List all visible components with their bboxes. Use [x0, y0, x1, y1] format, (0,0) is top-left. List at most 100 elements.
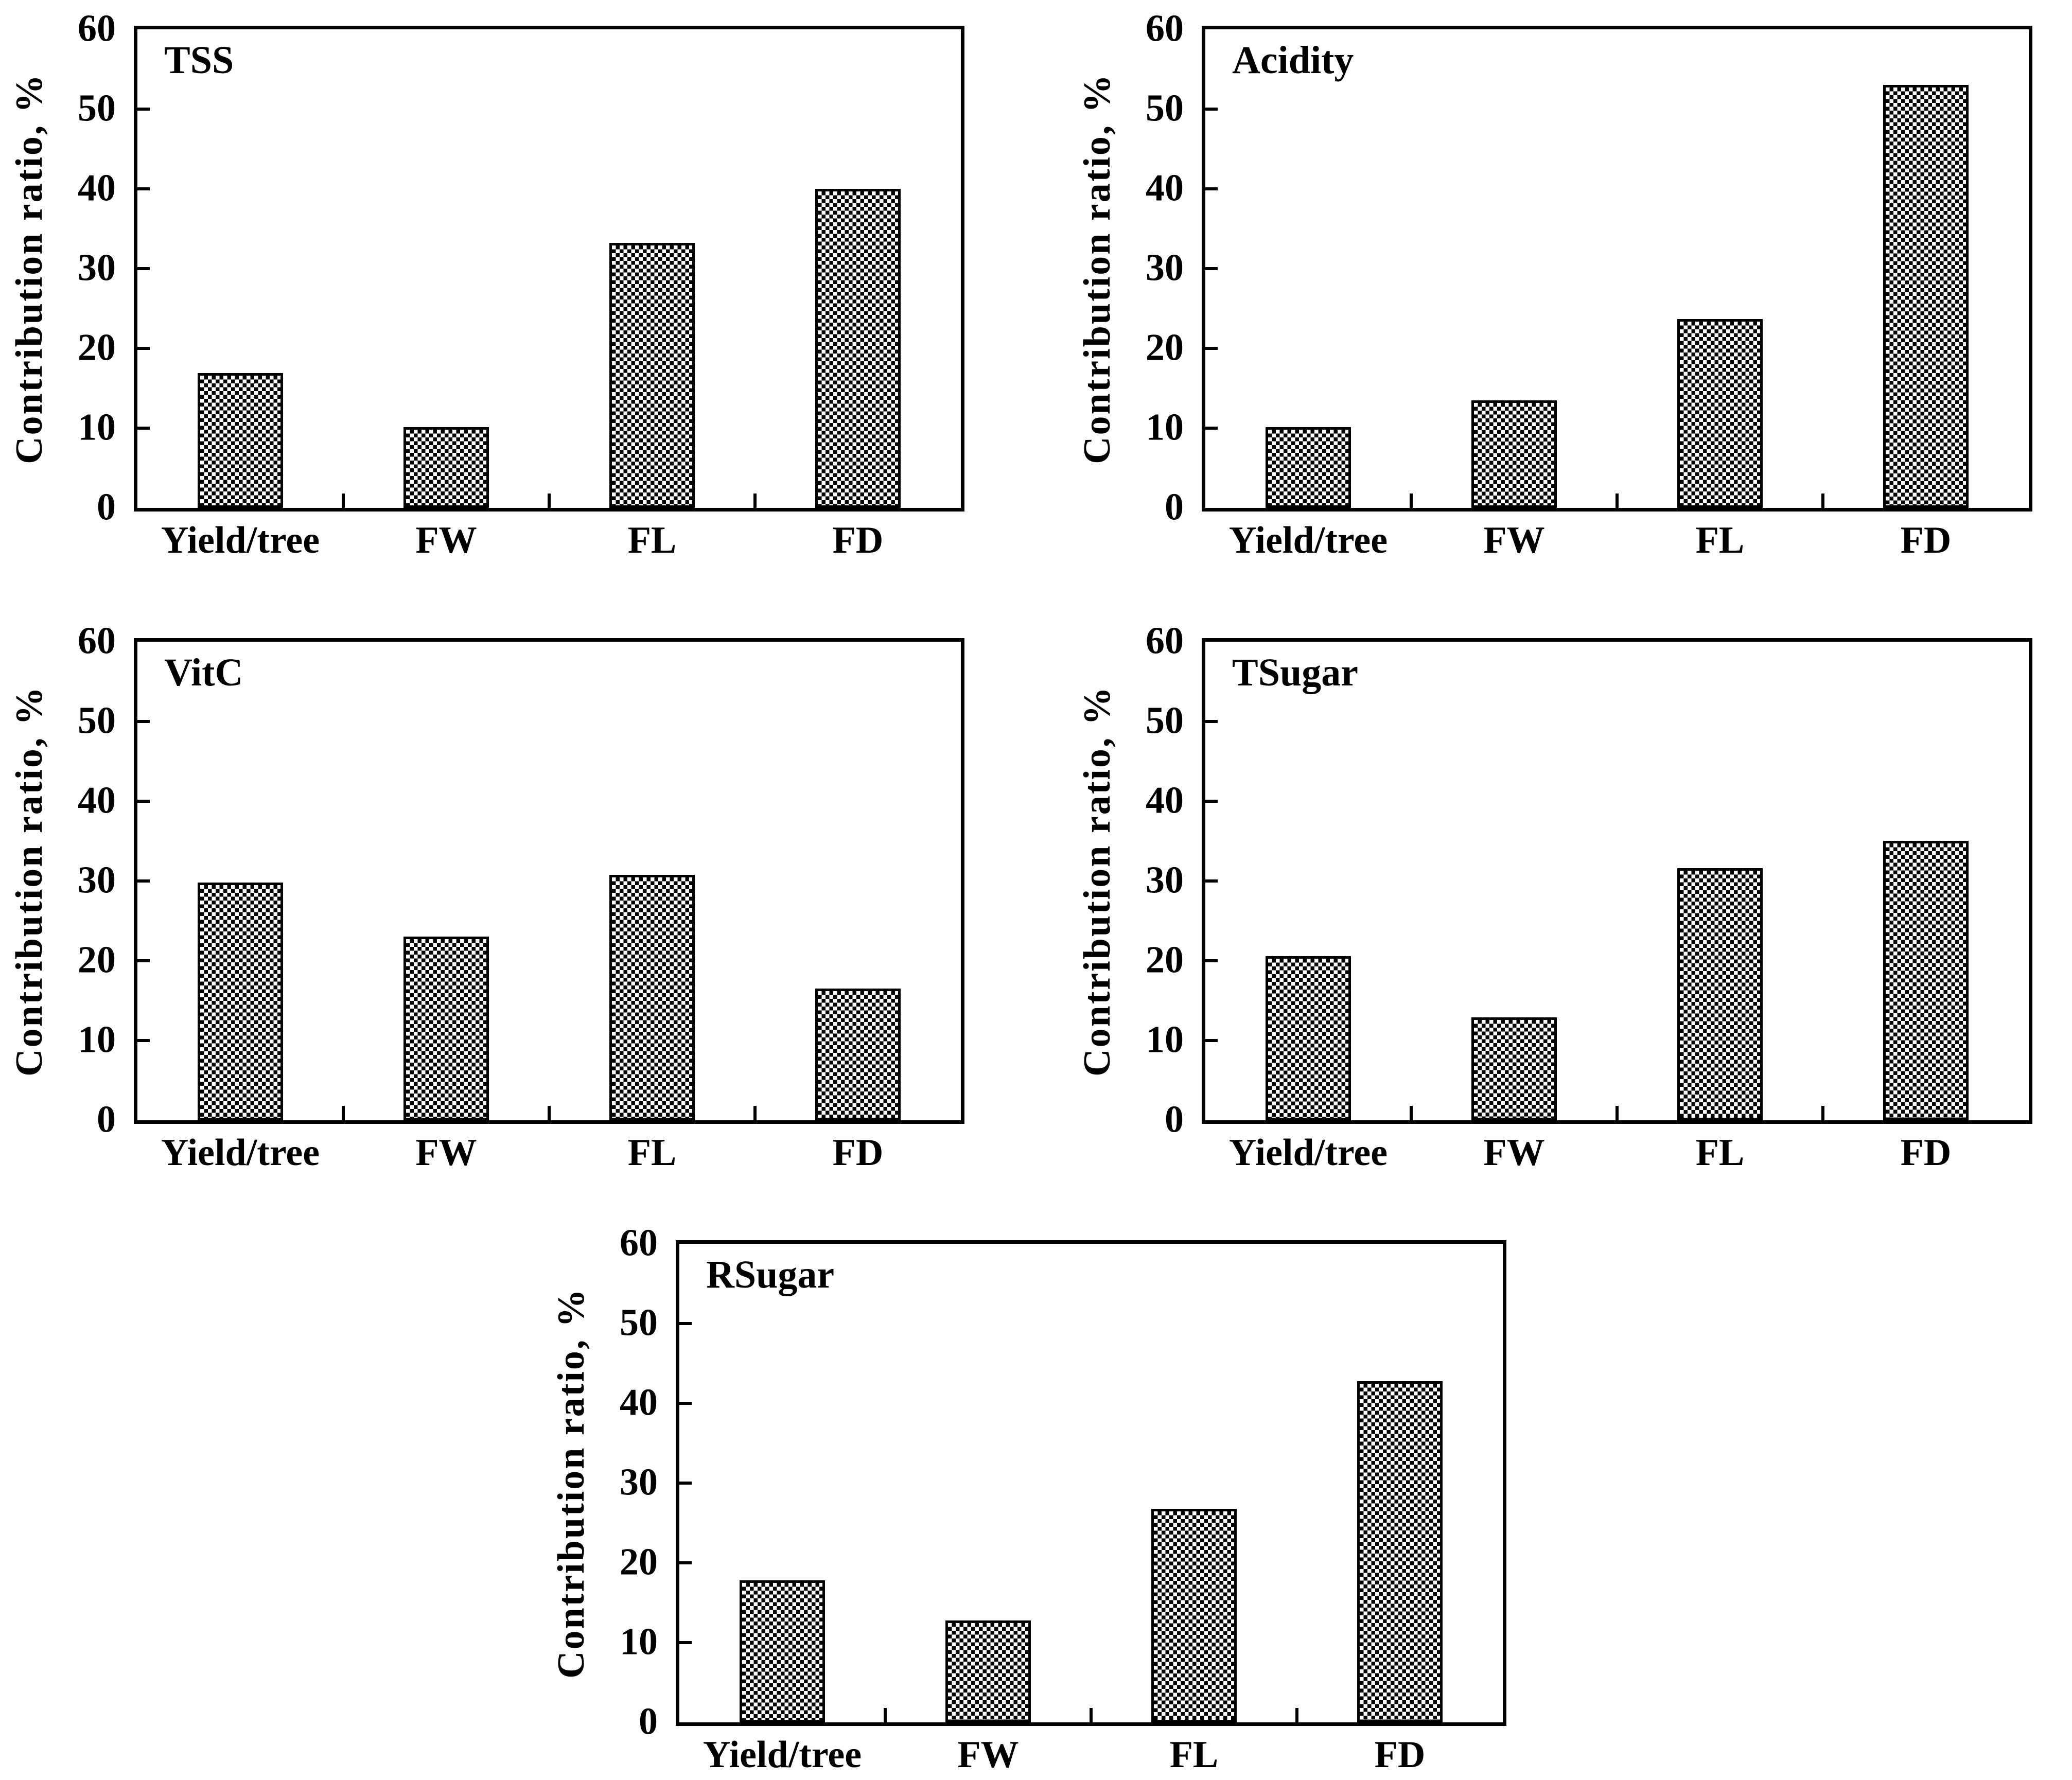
x-tick-mark [1295, 1708, 1298, 1722]
x-category-label: FW [415, 519, 477, 561]
y-tick-mark [137, 720, 150, 723]
x-category-label: Yield/tree [1228, 519, 1388, 561]
charts-row-2: Contribution ratio, % VitC 0 10 20 30 40 50 60 Yi… [0, 618, 2072, 1181]
y-tick-label: 60 [1146, 7, 1184, 50]
y-tick-label: 40 [620, 1381, 658, 1424]
bar-fd [1357, 1381, 1443, 1722]
chart-title: Acidity [1232, 39, 1354, 82]
y-tick-label: 30 [78, 859, 116, 902]
bar-fl [1151, 1509, 1237, 1722]
charts-row-1: Contribution ratio, % TSS 0 10 20 30 40 50 60 Yie… [0, 0, 2072, 569]
x-category-label: FD [1900, 1132, 1952, 1174]
x-category-label: FW [415, 1132, 477, 1174]
chart-rsugar: Contribution ratio, % RSugar 0 10 20 30 40 50 60… [550, 1220, 1522, 1780]
bar-fl [609, 875, 695, 1120]
y-tick-label: 60 [78, 7, 116, 50]
y-tick-label: 20 [78, 939, 116, 981]
y-tick-label: 20 [1146, 939, 1184, 981]
y-tick-label: 10 [78, 406, 116, 449]
bar-fd [1883, 85, 1969, 508]
bar-yield-tree [1266, 956, 1351, 1120]
chart-acidity: Contribution ratio, % Acidity 0 10 20 30 40 50 6… [1076, 5, 2048, 569]
x-category-label: FL [1695, 1132, 1745, 1174]
chart-title: RSugar [706, 1253, 835, 1296]
y-tick-mark [1205, 267, 1218, 270]
y-tick-mark [137, 347, 150, 350]
y-tick-mark [679, 1482, 692, 1485]
x-category-label: FD [832, 1132, 884, 1174]
x-tick-mark [753, 494, 757, 508]
y-tick-label: 50 [78, 87, 116, 130]
x-tick-mark [1821, 494, 1824, 508]
y-tick-label: 50 [1146, 87, 1184, 130]
x-category-label: Yield/tree [1228, 1132, 1388, 1174]
y-tick-mark [137, 267, 150, 270]
y-tick-label: 0 [1165, 1098, 1184, 1141]
y-tick-mark [1205, 108, 1218, 111]
bar-yield-tree [198, 373, 283, 508]
chart-tss: Contribution ratio, % TSS 0 10 20 30 40 50 60 Yie… [8, 5, 980, 569]
y-tick-label: 0 [1165, 486, 1184, 528]
x-tick-mark [342, 1106, 345, 1120]
chart-title: VitC [164, 651, 243, 694]
x-tick-mark [1410, 1106, 1413, 1120]
x-category-label: FW [957, 1734, 1019, 1776]
y-tick-label: 10 [1146, 406, 1184, 449]
y-tick-label: 40 [78, 167, 116, 209]
y-tick-mark [137, 187, 150, 190]
y-tick-label: 0 [97, 486, 116, 528]
x-tick-mark [1821, 1106, 1824, 1120]
x-category-label: FL [627, 1132, 677, 1174]
x-tick-mark [548, 494, 551, 508]
bar-fw [945, 1620, 1031, 1722]
y-tick-mark [137, 1039, 150, 1042]
y-tick-label: 10 [78, 1018, 116, 1061]
bar-fw [403, 427, 489, 508]
y-tick-mark [679, 1561, 692, 1564]
y-tick-mark [1205, 959, 1218, 962]
y-tick-mark [1205, 800, 1218, 803]
plot-area: TSS [134, 26, 964, 512]
y-tick-label: 20 [620, 1541, 658, 1583]
x-category-label: FL [627, 519, 677, 561]
chart-vitc: Contribution ratio, % VitC 0 10 20 30 40 50 60 Yi… [8, 618, 980, 1181]
y-tick-label: 0 [97, 1098, 116, 1141]
x-category-label: FL [1169, 1734, 1219, 1776]
x-tick-mark [342, 494, 345, 508]
y-tick-label: 20 [1146, 326, 1184, 369]
y-tick-label: 30 [620, 1461, 658, 1504]
x-category-label: FD [1900, 519, 1952, 561]
y-tick-label: 10 [620, 1620, 658, 1663]
x-tick-mark [884, 1708, 887, 1722]
x-tick-mark [1090, 1708, 1093, 1722]
y-tick-mark [1205, 1039, 1218, 1042]
x-category-label: FW [1483, 519, 1545, 561]
y-tick-mark [1205, 879, 1218, 883]
bar-fd [1883, 841, 1969, 1120]
y-tick-label: 40 [1146, 779, 1184, 822]
x-tick-mark [1616, 494, 1619, 508]
x-category-label: FW [1483, 1132, 1545, 1174]
bar-fw [403, 937, 489, 1120]
y-tick-label: 30 [1146, 859, 1184, 902]
plot-area: Acidity [1202, 26, 2032, 512]
y-tick-label: 60 [1146, 620, 1184, 662]
x-category-label: Yield/tree [161, 519, 320, 561]
y-tick-label: 20 [78, 326, 116, 369]
y-tick-label: 0 [639, 1700, 658, 1743]
y-tick-mark [679, 1402, 692, 1405]
bar-fl [1677, 319, 1763, 508]
bar-yield-tree [1266, 427, 1351, 508]
y-tick-label: 40 [78, 779, 116, 822]
bar-fl [1677, 868, 1763, 1120]
x-tick-mark [1410, 494, 1413, 508]
bar-fd [815, 189, 901, 508]
plot-area: TSugar [1202, 638, 2032, 1124]
y-tick-mark [137, 879, 150, 883]
y-tick-label: 60 [620, 1222, 658, 1264]
y-tick-mark [137, 427, 150, 430]
x-category-label: Yield/tree [161, 1132, 320, 1174]
y-tick-mark [137, 108, 150, 111]
plot-area: VitC [134, 638, 964, 1124]
